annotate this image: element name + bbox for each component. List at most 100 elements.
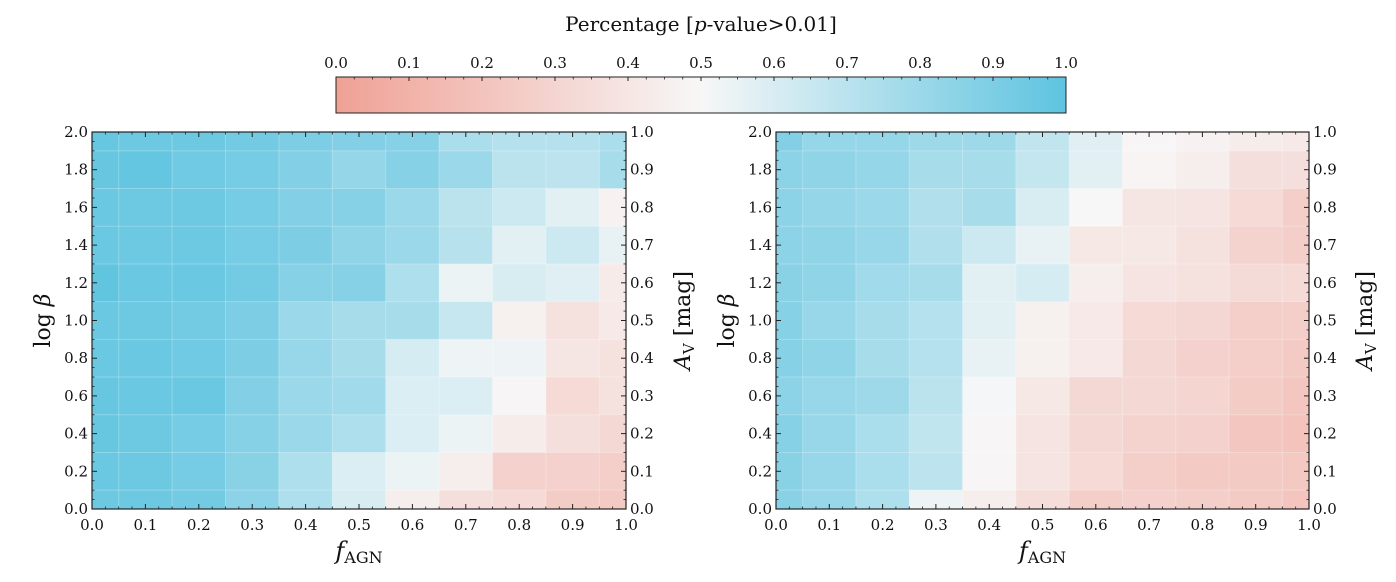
heatmap-cell [225, 188, 280, 227]
heatmap-cell [118, 226, 173, 265]
x-tick-label: 0.0 [80, 516, 104, 534]
x-tick-label: 0.8 [1190, 516, 1214, 534]
heatmap-cell [1122, 490, 1177, 510]
y-right-tick-label: 0.8 [1313, 198, 1337, 216]
y-tick-label: 0.0 [748, 500, 772, 518]
heatmap-cell [439, 414, 493, 453]
heatmap-cell [385, 263, 440, 303]
heatmap-cell [1229, 339, 1283, 378]
panel-left: 0.0 0.1 0.2 0.3 0.4 0.5 0.6 0.7 0.8 0.9 1.00.00.20… [31, 123, 698, 567]
heatmap-cell [1015, 150, 1070, 189]
heatmap-cell [492, 339, 547, 378]
heatmap-cell [1069, 339, 1123, 378]
heatmap-cell [1175, 188, 1230, 227]
heatmap-cell [855, 150, 910, 189]
heatmap-cell [1069, 377, 1123, 416]
heatmap-cell [1175, 132, 1230, 152]
y-tick-label: 0.8 [748, 349, 772, 367]
heatmap-cell [1069, 301, 1123, 340]
heatmap-cell [492, 226, 547, 265]
heatmap-cell [855, 377, 910, 416]
heatmap-cell [909, 301, 963, 340]
heatmap-cell [1015, 301, 1070, 340]
colorbar-tick-label: 0.7 [835, 54, 859, 72]
heatmap-cell [278, 132, 333, 152]
heatmap-cell [172, 226, 226, 265]
heatmap-cell [909, 226, 963, 265]
heatmap-cells [776, 132, 1310, 510]
colorbar-tick-label: 0.6 [762, 54, 786, 72]
panel-right: 0.0 0.1 0.2 0.3 0.4 0.5 0.6 0.7 0.8 0.9 1.00.00.20… [715, 123, 1380, 567]
colorbar-tick-label: 0.1 [397, 54, 421, 72]
heatmap-cell [439, 132, 493, 152]
heatmap-cell [278, 414, 333, 453]
heatmap-cell [1015, 188, 1070, 227]
heatmap-cell [385, 132, 440, 152]
x-axis-ticks: 0.0 0.1 0.2 0.3 0.4 0.5 0.6 0.7 0.8 0.9 1.0 [764, 132, 1321, 534]
y-right-tick-label: 0.5 [1313, 312, 1337, 330]
heatmap-cell [1122, 263, 1177, 303]
heatmap-cell [118, 339, 173, 378]
colorbar-title: Percentage [p-value>0.01] [565, 12, 837, 36]
heatmap-cell [802, 339, 857, 378]
heatmap-cell [332, 188, 387, 227]
heatmap-cell [118, 188, 173, 227]
heatmap-cell [278, 339, 333, 378]
heatmap-cell [545, 377, 600, 416]
heatmap-cell [225, 132, 280, 152]
heatmap-cell [599, 490, 627, 510]
heatmap-cell [332, 452, 387, 491]
heatmap-cell [909, 377, 963, 416]
heatmap-cell [118, 490, 173, 510]
heatmap-cell [332, 377, 387, 416]
y-tick-label: 1.8 [748, 161, 772, 179]
heatmap-cell [225, 414, 280, 453]
heatmap-cell [855, 226, 910, 265]
heatmap-cell [439, 490, 493, 510]
colorbar-gradient [335, 76, 1067, 114]
heatmap-cell [802, 263, 857, 303]
colorbar-tick-label: 0.2 [470, 54, 494, 72]
heatmap-cell [1122, 150, 1177, 189]
heatmap-cell [1069, 226, 1123, 265]
y-tick-label: 0.4 [64, 425, 88, 443]
colorbar-ticks: 0.0 0.1 0.2 0.3 0.4 0.5 0.6 0.7 0.8 0.9 1.0 [324, 54, 1078, 81]
heatmap-cell [1229, 132, 1283, 152]
y-tick-label: 1.4 [748, 236, 772, 254]
y-tick-label: 1.2 [748, 274, 772, 292]
x-tick-label: 0.3 [924, 516, 948, 534]
heatmap-cell [802, 226, 857, 265]
y-right-tick-label: 0.2 [1313, 425, 1337, 443]
heatmap-cell [1175, 150, 1230, 189]
heatmap-cell [225, 263, 280, 303]
heatmap-cell [492, 452, 547, 491]
y-tick-label: 0.2 [64, 462, 88, 480]
y-tick-label: 1.2 [64, 274, 88, 292]
x-tick-label: 0.2 [871, 516, 895, 534]
heatmap-cell [172, 263, 226, 303]
x-tick-label: 0.8 [507, 516, 531, 534]
heatmap-cell [545, 188, 600, 227]
x-tick-label: 0.6 [1084, 516, 1108, 534]
heatmap-cell [962, 452, 1017, 491]
heatmap-cell [92, 490, 120, 510]
x-axis-label: fAGN [1017, 537, 1066, 567]
heatmap-cell [909, 490, 963, 510]
heatmap-cell [855, 339, 910, 378]
heatmap-cell [172, 132, 226, 152]
heatmap-cell [225, 452, 280, 491]
heatmap-cell [385, 188, 440, 227]
heatmap-cell [385, 150, 440, 189]
heatmap-cell [802, 301, 857, 340]
heatmap-cell [118, 263, 173, 303]
heatmap-cell [1122, 377, 1177, 416]
heatmap-cell [1015, 226, 1070, 265]
colorbar-tick-label: 0.5 [689, 54, 713, 72]
heatmap-cell [802, 377, 857, 416]
heatmap-cell [1229, 301, 1283, 340]
y-tick-label: 0.6 [64, 387, 88, 405]
heatmap-cell [1229, 150, 1283, 189]
y-tick-label: 2.0 [64, 123, 88, 141]
heatmap-cell [172, 414, 226, 453]
colorbar-tick-label: 0.0 [324, 54, 348, 72]
